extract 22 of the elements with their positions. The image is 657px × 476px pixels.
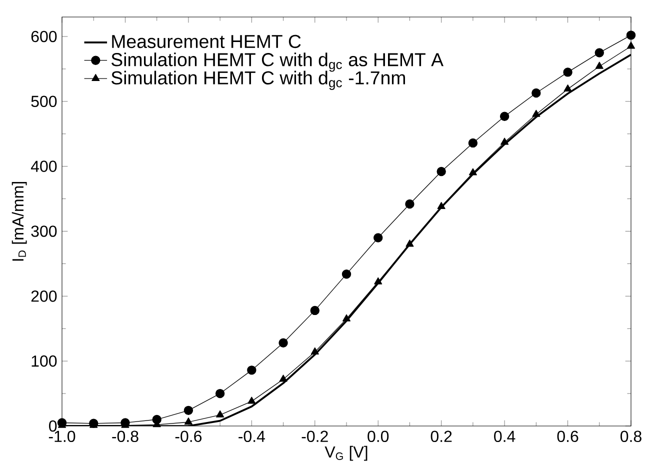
x-tick-label: -0.4 (238, 430, 265, 442)
legend-label: Measurement HEMT C (112, 34, 301, 48)
x-axis-title: V$_{G}$ [V] (324, 446, 368, 461)
y-tick-label: 0 (49, 420, 57, 432)
y-tick-label: 500 (31, 96, 57, 108)
y-tick-label: 600 (31, 30, 57, 42)
x-tick-label: 0.8 (620, 430, 642, 442)
y-axis-title: I$_{D}$ [mA/mm] (12, 182, 27, 261)
legend-label: Simulation HEMT C with d$_{gc}$ as HEMT A (111, 52, 444, 72)
x-tick-label: 0.6 (557, 430, 578, 442)
x-tick-label: 0.2 (430, 430, 452, 442)
y-tick-label: 400 (30, 160, 57, 172)
x-tick-label: 0.4 (494, 430, 516, 442)
y-tick-label: 300 (31, 226, 57, 237)
y-tick-label: 200 (31, 290, 57, 302)
y-tick-label: 100 (32, 355, 57, 367)
x-tick-label: -0.6 (175, 430, 202, 442)
x-tick-label: 0.0 (368, 430, 389, 442)
x-tick-label: -0.2 (302, 430, 328, 442)
legend-label: Simulation HEMT C with d$_{gc}$ -1.7nm (111, 70, 405, 90)
x-tick-label: -1.0 (48, 430, 76, 442)
x-tick-label: -0.8 (112, 430, 138, 442)
